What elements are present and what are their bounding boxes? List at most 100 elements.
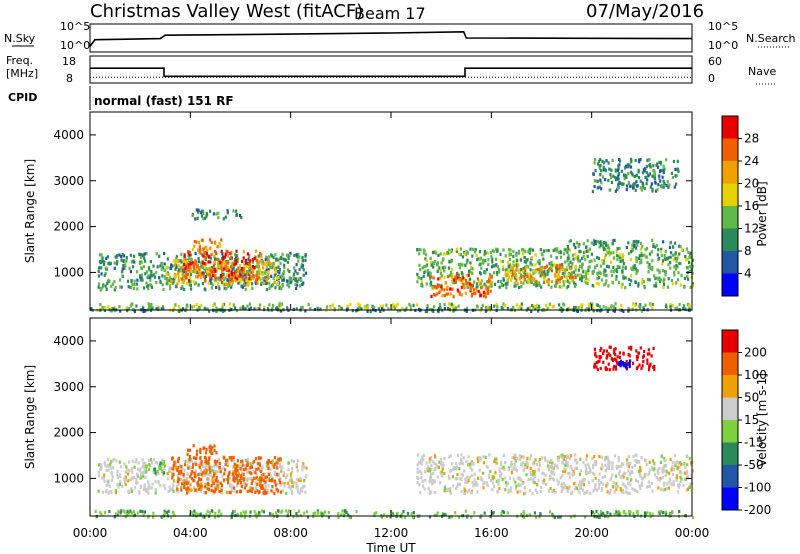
- x-tick-label: 08:00: [273, 526, 308, 540]
- scatter-cell: [213, 260, 216, 264]
- scatter-cell: [430, 472, 433, 476]
- scatter-cell: [551, 461, 554, 465]
- scatter-cell: [563, 303, 566, 307]
- scatter-cell: [234, 465, 237, 469]
- scatter-cell: [263, 281, 266, 285]
- scatter-cell: [593, 460, 596, 464]
- scatter-cell: [187, 251, 190, 255]
- scatter-cell: [549, 486, 552, 491]
- scatter-cell: [133, 513, 136, 517]
- scatter-cell: [209, 275, 212, 279]
- scatter-cell: [278, 478, 281, 482]
- scatter-cell: [620, 182, 623, 186]
- scatter-cell: [127, 472, 130, 476]
- scatter-cell: [654, 277, 657, 281]
- scatter-cell: [593, 365, 596, 369]
- scatter-cell: [553, 248, 556, 252]
- scatter-cell: [279, 309, 282, 313]
- scatter-cell: [479, 309, 482, 313]
- scatter-cell: [498, 469, 501, 473]
- scatter-cell: [276, 472, 279, 476]
- scatter-cell: [624, 166, 627, 170]
- scatter-cell: [235, 254, 239, 258]
- colorbar-swatch: [722, 206, 738, 229]
- scatter-cell: [443, 513, 446, 517]
- scatter-cell: [488, 276, 491, 280]
- scatter-cell: [678, 465, 681, 469]
- scatter-cell: [192, 478, 195, 482]
- scatter-cell: [103, 473, 106, 477]
- scatter-cell: [631, 248, 634, 253]
- scatter-cell: [205, 307, 208, 311]
- scatter-cell: [605, 306, 608, 310]
- scatter-cell: [500, 460, 503, 464]
- scatter-cell: [174, 259, 177, 263]
- scatter-cell: [279, 483, 282, 487]
- scatter-cell: [691, 282, 694, 286]
- scatter-cell: [481, 303, 484, 307]
- scatter-cell: [379, 305, 382, 309]
- scatter-cell: [178, 309, 181, 313]
- scatter-cell: [620, 303, 623, 307]
- scatter-cell: [564, 260, 567, 264]
- scatter-cell: [673, 454, 677, 458]
- scatter-cell: [428, 469, 431, 473]
- scatter-cell: [547, 468, 551, 472]
- scatter-cell: [569, 454, 573, 458]
- colorbar-swatch: [722, 161, 738, 184]
- scatter-cell: [600, 187, 603, 191]
- scatter-cell: [614, 352, 617, 357]
- scatter-cell: [140, 275, 143, 279]
- scatter-cell: [188, 256, 191, 260]
- scatter-cell: [449, 287, 452, 291]
- scatter-cell: [127, 285, 130, 289]
- scatter-cell: [176, 271, 180, 276]
- scatter-cell: [495, 302, 498, 307]
- scatter-cell: [480, 476, 483, 480]
- scatter-cell: [161, 283, 164, 287]
- scatter-cell: [479, 256, 482, 260]
- scatter-cell: [255, 277, 258, 282]
- power-panel: [90, 157, 695, 314]
- scatter-cell: [537, 267, 540, 271]
- scatter-cell: [678, 252, 681, 256]
- scatter-cell: [184, 271, 188, 275]
- scatter-cell: [306, 510, 309, 514]
- scatter-cell: [403, 515, 406, 520]
- scatter-cell: [181, 482, 184, 486]
- scatter-cell: [244, 275, 247, 280]
- scatter-cell: [578, 259, 582, 263]
- scatter-cell: [640, 254, 643, 258]
- scatter-cell: [193, 486, 196, 490]
- scatter-cell: [170, 487, 174, 491]
- scatter-cell: [590, 259, 593, 263]
- scatter-cell: [592, 172, 595, 176]
- scatter-cell: [220, 266, 223, 270]
- scatter-cell: [473, 511, 476, 515]
- y-tick-label: 2000: [53, 220, 84, 234]
- scatter-cell: [439, 252, 442, 256]
- scatter-cell: [619, 359, 623, 363]
- scatter-cell: [379, 309, 382, 313]
- scatter-cell: [250, 282, 254, 286]
- scatter-cell: [598, 245, 601, 249]
- scatter-cell: [102, 262, 106, 266]
- scatter-cell: [186, 491, 189, 495]
- scatter-cell: [686, 474, 689, 478]
- scatter-cell: [207, 457, 211, 461]
- scatter-cell: [220, 276, 223, 280]
- scatter-cell: [598, 472, 601, 476]
- scatter-cell: [99, 259, 102, 264]
- scatter-cell: [155, 252, 158, 256]
- scatter-cell: [497, 267, 501, 272]
- scatter-cell: [130, 487, 133, 491]
- scatter-cell: [632, 268, 635, 272]
- scatter-cell: [194, 260, 198, 264]
- scatter-cell: [253, 476, 256, 480]
- scatter-cell: [451, 475, 454, 479]
- scatter-cell: [520, 275, 523, 280]
- scatter-cell: [487, 475, 490, 480]
- scatter-cell: [294, 282, 297, 286]
- scatter-cell: [185, 488, 188, 492]
- scatter-cell: [477, 289, 480, 293]
